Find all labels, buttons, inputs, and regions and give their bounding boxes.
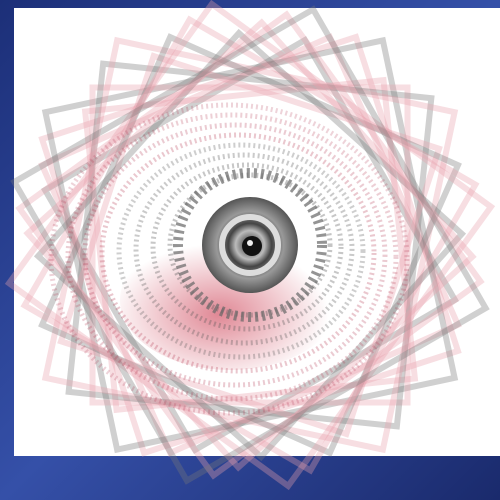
page: (() => { const data = JSON.parse(documen… bbox=[0, 0, 500, 500]
pupil bbox=[242, 236, 262, 256]
pupil-highlight bbox=[247, 240, 253, 246]
artwork bbox=[0, 0, 500, 500]
